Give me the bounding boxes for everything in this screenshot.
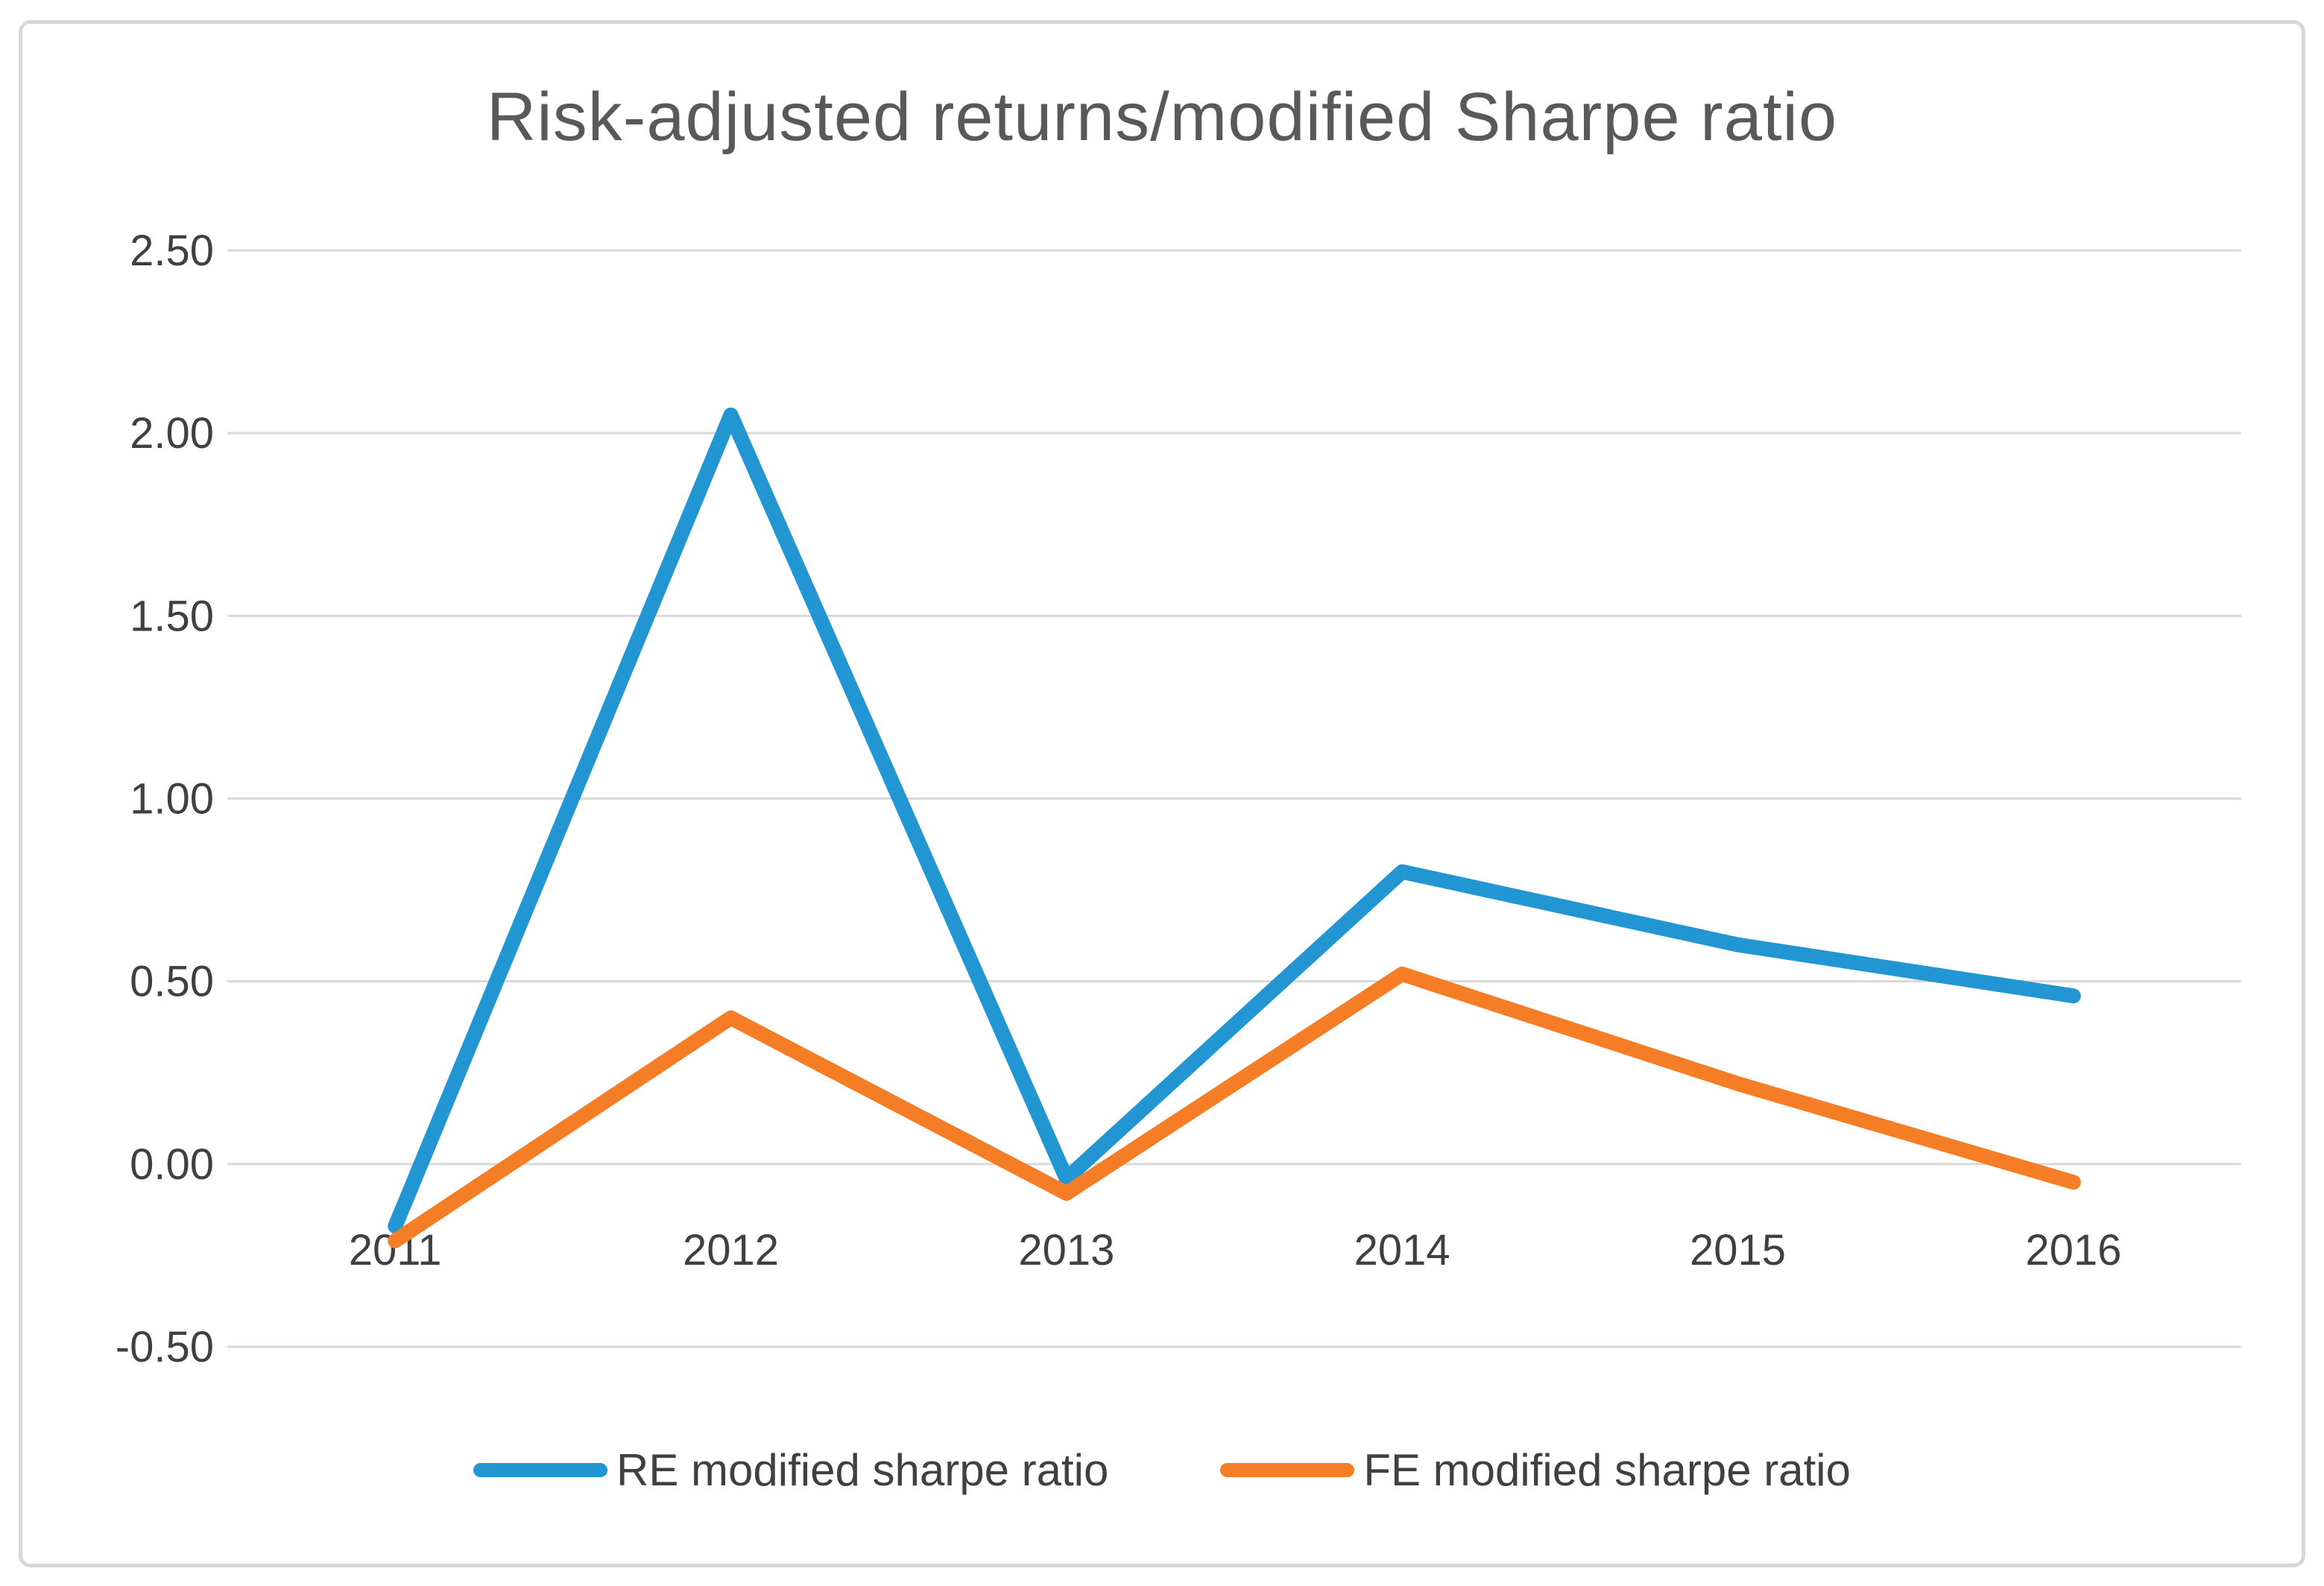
x-tick-label: 2013	[1018, 1226, 1114, 1274]
legend-swatch-re-icon	[473, 1463, 607, 1477]
x-tick-label: 2014	[1354, 1226, 1450, 1274]
x-axis-tick-labels: 2011 2012 2013 2014 2015 2016	[349, 1226, 2122, 1274]
y-tick-label: 2.50	[130, 227, 214, 275]
x-tick-label: 2015	[1690, 1226, 1786, 1274]
legend-item-re: RE modified sharpe ratio	[473, 1444, 1108, 1496]
chart-title: Risk-adjusted returns/modified Sharpe ra…	[486, 79, 1838, 155]
x-tick-label: 2012	[683, 1226, 779, 1274]
legend-label-fe: FE modified sharpe ratio	[1363, 1445, 1851, 1495]
x-tick-label: 2016	[2025, 1226, 2121, 1274]
legend: RE modified sharpe ratio FE modified sha…	[0, 1444, 2324, 1496]
y-tick-label: 1.00	[130, 775, 214, 824]
legend-swatch-fe-icon	[1220, 1463, 1355, 1477]
chart-frame	[19, 20, 2305, 1567]
series-line-re	[388, 407, 2081, 1234]
legend-item-fe: FE modified sharpe ratio	[1220, 1444, 1851, 1496]
y-tick-label: 2.00	[130, 409, 214, 458]
y-tick-label: 0.00	[130, 1140, 214, 1189]
series-line-fe	[388, 966, 2081, 1248]
y-tick-label: 1.50	[130, 592, 214, 640]
y-tick-label: -0.50	[116, 1323, 214, 1371]
legend-label-re: RE modified sharpe ratio	[616, 1445, 1109, 1495]
gridlines	[227, 249, 2241, 1348]
y-tick-label: 0.50	[130, 958, 214, 1006]
y-axis-tick-labels: 2.50 2.00 1.50 1.00 0.50 0.00 -0.50	[116, 227, 214, 1371]
